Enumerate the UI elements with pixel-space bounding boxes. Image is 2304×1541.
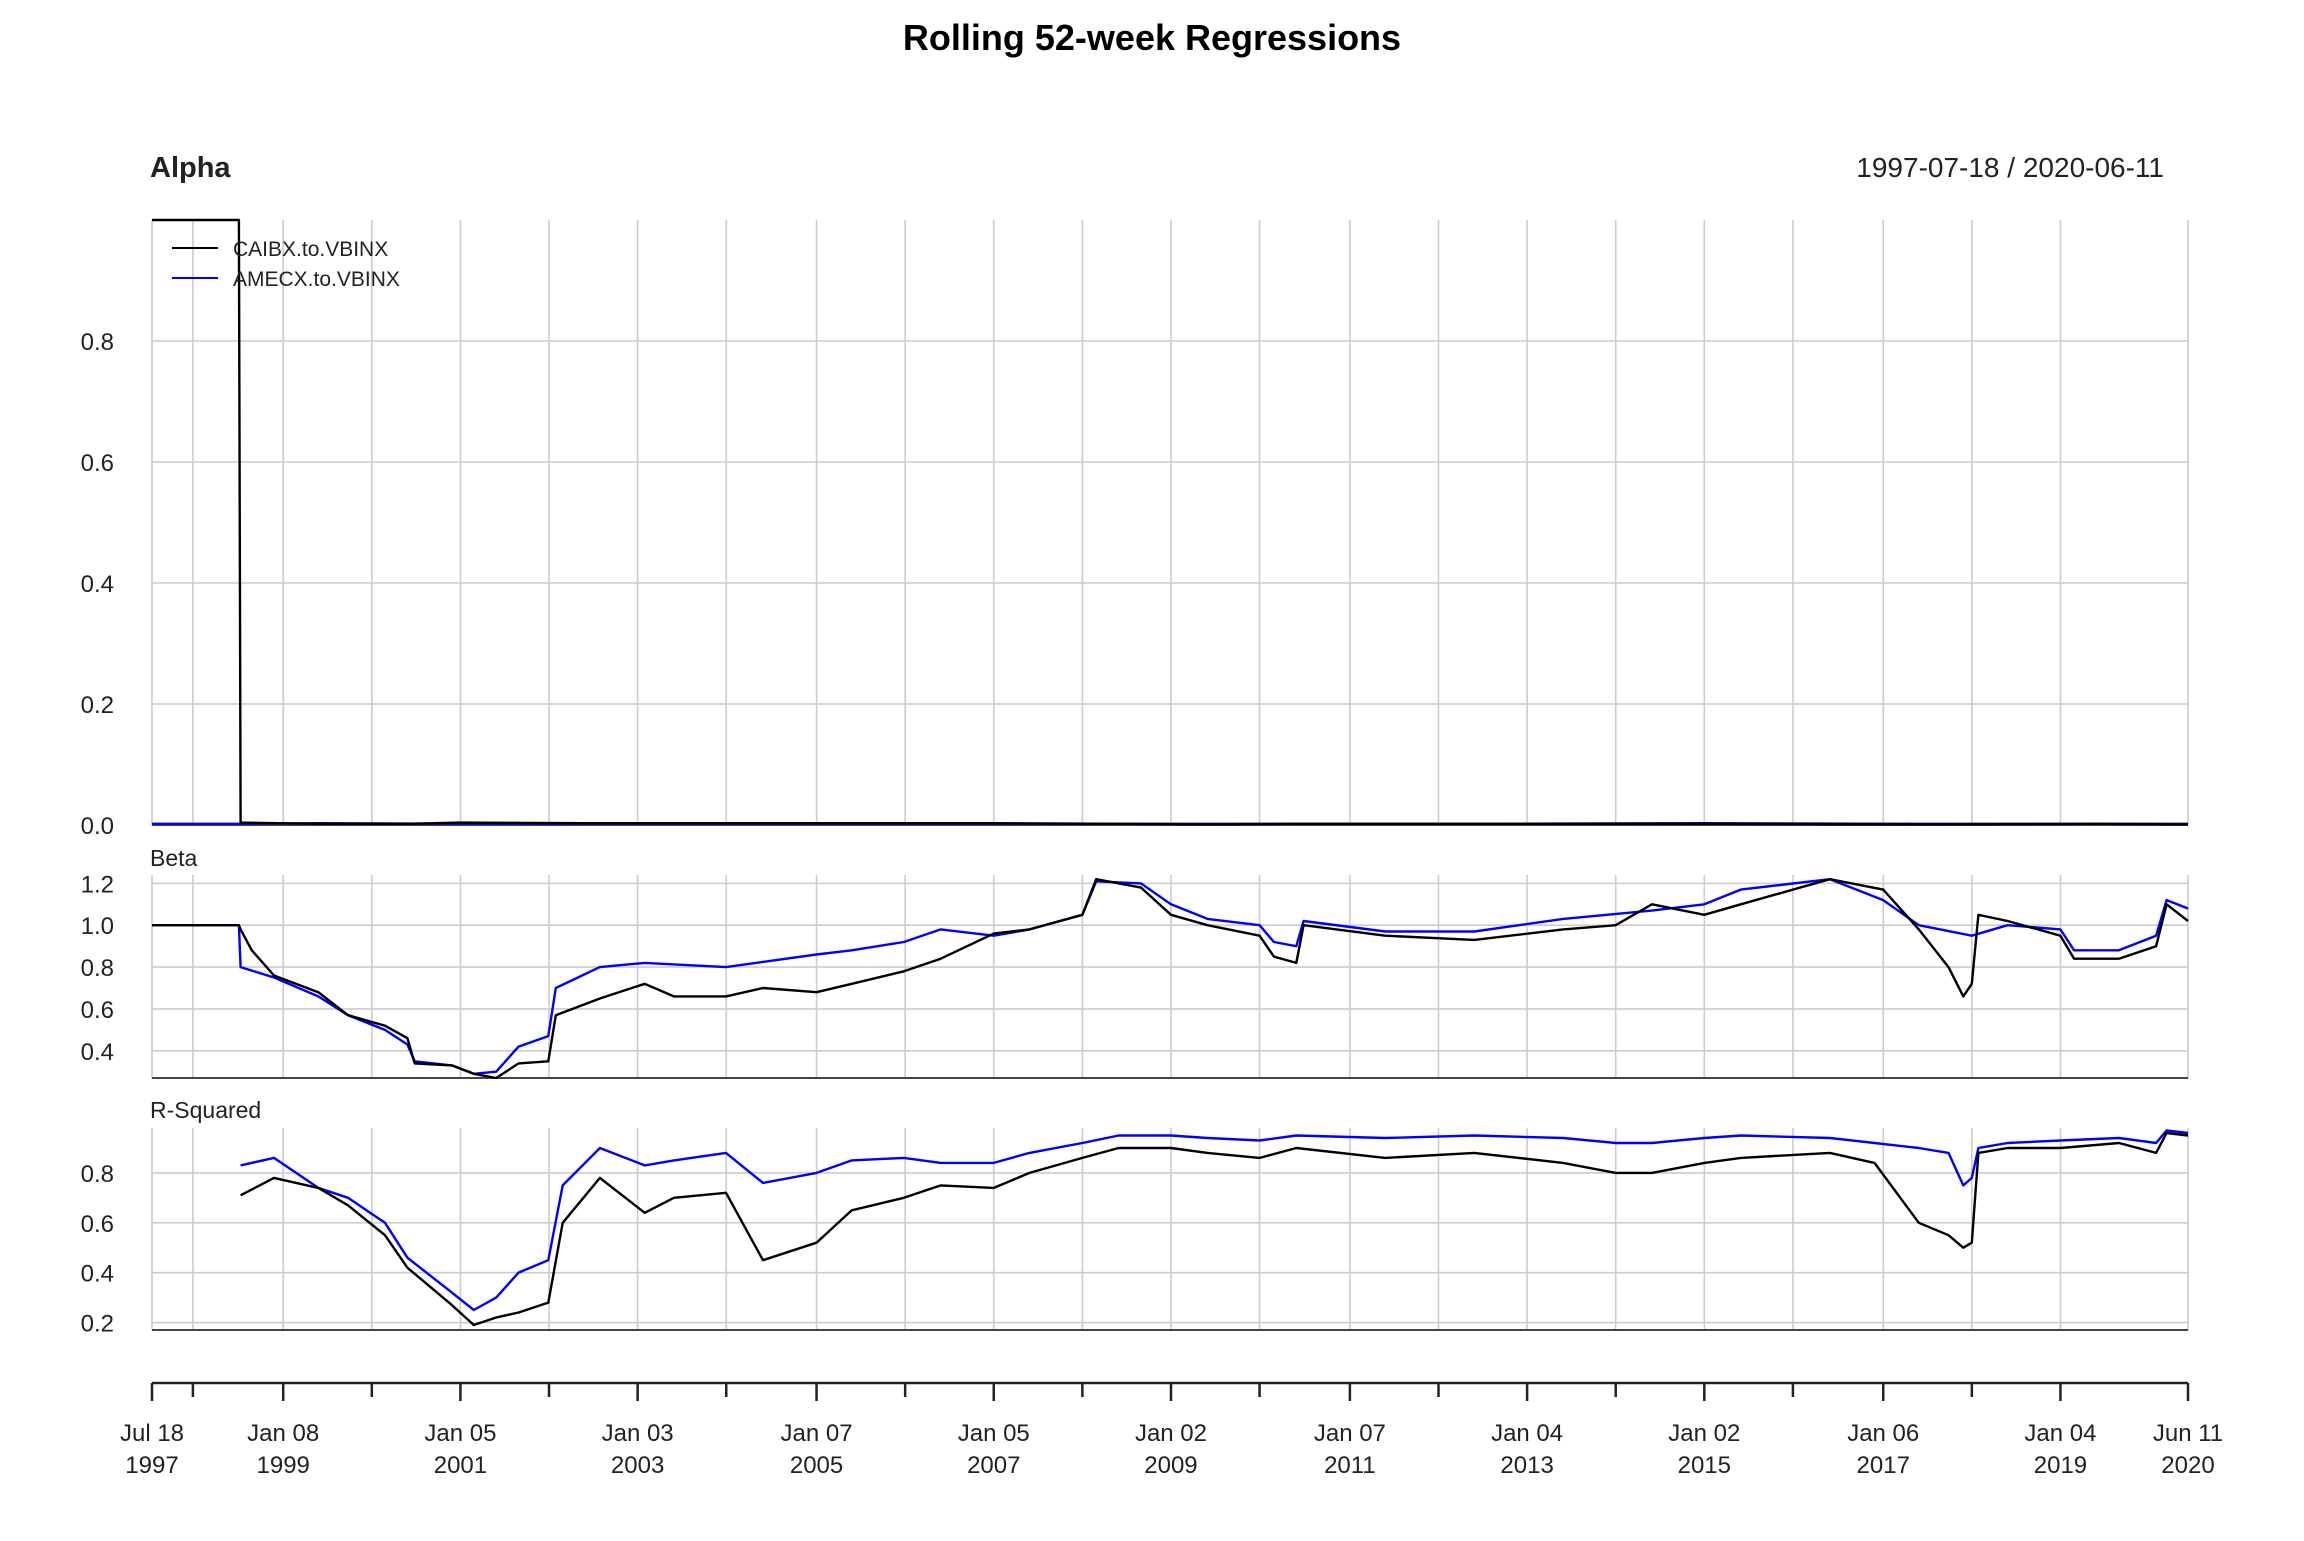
x-tick-label-date: Jan 05 — [424, 1420, 496, 1447]
panels-layer: 0.00.20.40.60.80.40.60.81.01.20.20.40.60… — [81, 218, 2189, 1338]
x-tick-label-year: 2017 — [1857, 1452, 1910, 1479]
y-tick-label: 0.6 — [81, 1211, 114, 1238]
x-axis: Jul 18 1997 Jan 08 1999 Jan 05 2001 Jan 03 2003… — [120, 1381, 2223, 1479]
panel-0: 0.0 0.2 0.4 0.6 0.8 — [81, 218, 2189, 840]
y-tick-label: 0.8 — [81, 955, 114, 982]
x-tick-label-date: Jun 11 — [2153, 1420, 2223, 1447]
y-tick-label: 1.0 — [81, 913, 114, 940]
y-tick-label: 0.6 — [81, 450, 114, 477]
x-tick-label-date: Jan 04 — [1491, 1420, 1563, 1447]
x-tick-label-year: 2001 — [434, 1452, 487, 1479]
x-tick-label-year: 2009 — [1144, 1452, 1197, 1479]
date-range-label: 1997-07-18 / 2020-06-11 — [1856, 152, 2164, 183]
y-tick-label: 0.8 — [81, 1161, 114, 1188]
chart-title: Rolling 52-week Regressions — [903, 17, 1401, 58]
series-line-CAIBX.to.VBINX — [240, 1131, 2189, 1327]
alpha-panel-title: Alpha — [150, 152, 231, 184]
y-tick-label: 0.2 — [81, 692, 114, 719]
x-tick-label-year: 2020 — [2161, 1452, 2214, 1479]
panel-2: 0.2 0.4 0.6 0.8 — [81, 1128, 2189, 1338]
x-tick-label-year: 1997 — [125, 1452, 178, 1479]
x-tick-label-year: 2007 — [967, 1452, 1020, 1479]
series-line-CAIBX.to.VBINX — [152, 218, 2189, 826]
x-tick-label-date: Jan 02 — [1135, 1420, 1207, 1447]
y-tick-label: 0.6 — [81, 997, 114, 1024]
x-tick-label-year: 2005 — [790, 1452, 843, 1479]
x-tick-label-date: Jan 05 — [958, 1420, 1030, 1447]
series-line-CAIBX.to.VBINX — [152, 878, 2189, 1080]
y-tick-label: 1.2 — [81, 871, 114, 898]
x-tick-label-date: Jan 07 — [781, 1420, 853, 1447]
y-tick-label: 0.4 — [81, 571, 114, 598]
x-tick-label-date: Jan 08 — [247, 1420, 319, 1447]
legend-label: AMECX.to.VBINX — [233, 268, 400, 291]
x-tick-label-date: Jan 07 — [1314, 1420, 1386, 1447]
x-tick-label-date: Jan 02 — [1668, 1420, 1740, 1447]
y-tick-label: 0.4 — [81, 1261, 114, 1288]
x-tick-label-year: 2019 — [2034, 1452, 2087, 1479]
x-tick-label-year: 2015 — [1678, 1452, 1731, 1479]
legend: CAIBX.to.VBINX AMECX.to.VBINX — [172, 238, 400, 291]
x-tick-label-date: Jul 18 — [120, 1420, 184, 1447]
x-tick-label-date: Jan 03 — [602, 1420, 674, 1447]
r-squared-panel-title: R-Squared — [150, 1097, 261, 1123]
panel-1: 0.4 0.6 0.8 1.0 1.2 — [81, 871, 2189, 1080]
y-tick-label: 0.4 — [81, 1039, 114, 1066]
series-line-AMECX.to.VBINX — [240, 1129, 2189, 1312]
y-tick-label: 0.2 — [81, 1311, 114, 1338]
x-tick-label-year: 1999 — [257, 1452, 310, 1479]
x-tick-label-year: 2003 — [611, 1452, 664, 1479]
x-tick-label-date: Jan 06 — [1847, 1420, 1919, 1447]
beta-panel-title: Beta — [150, 845, 198, 871]
x-tick-label-year: 2011 — [1324, 1452, 1376, 1479]
x-tick-label-date: Jan 04 — [2024, 1420, 2096, 1447]
y-tick-label: 0.0 — [81, 813, 114, 840]
legend-label: CAIBX.to.VBINX — [233, 238, 388, 261]
y-tick-label: 0.8 — [81, 329, 114, 356]
x-tick-label-year: 2013 — [1500, 1452, 1553, 1479]
